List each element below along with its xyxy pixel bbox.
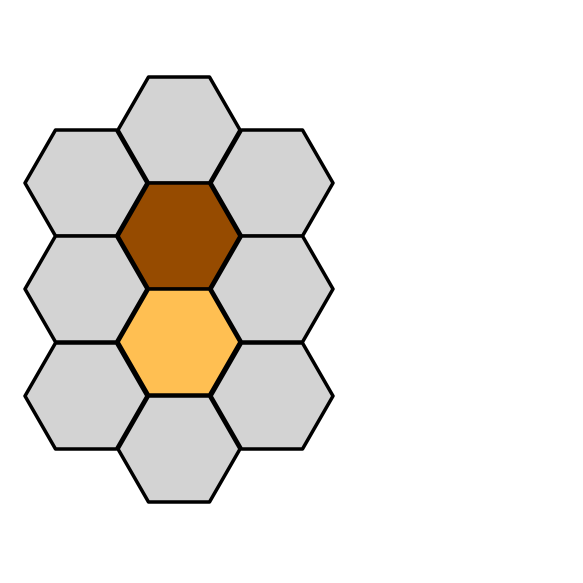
hex-bottom[interactable] [116,394,242,504]
hex-cells [23,75,335,504]
